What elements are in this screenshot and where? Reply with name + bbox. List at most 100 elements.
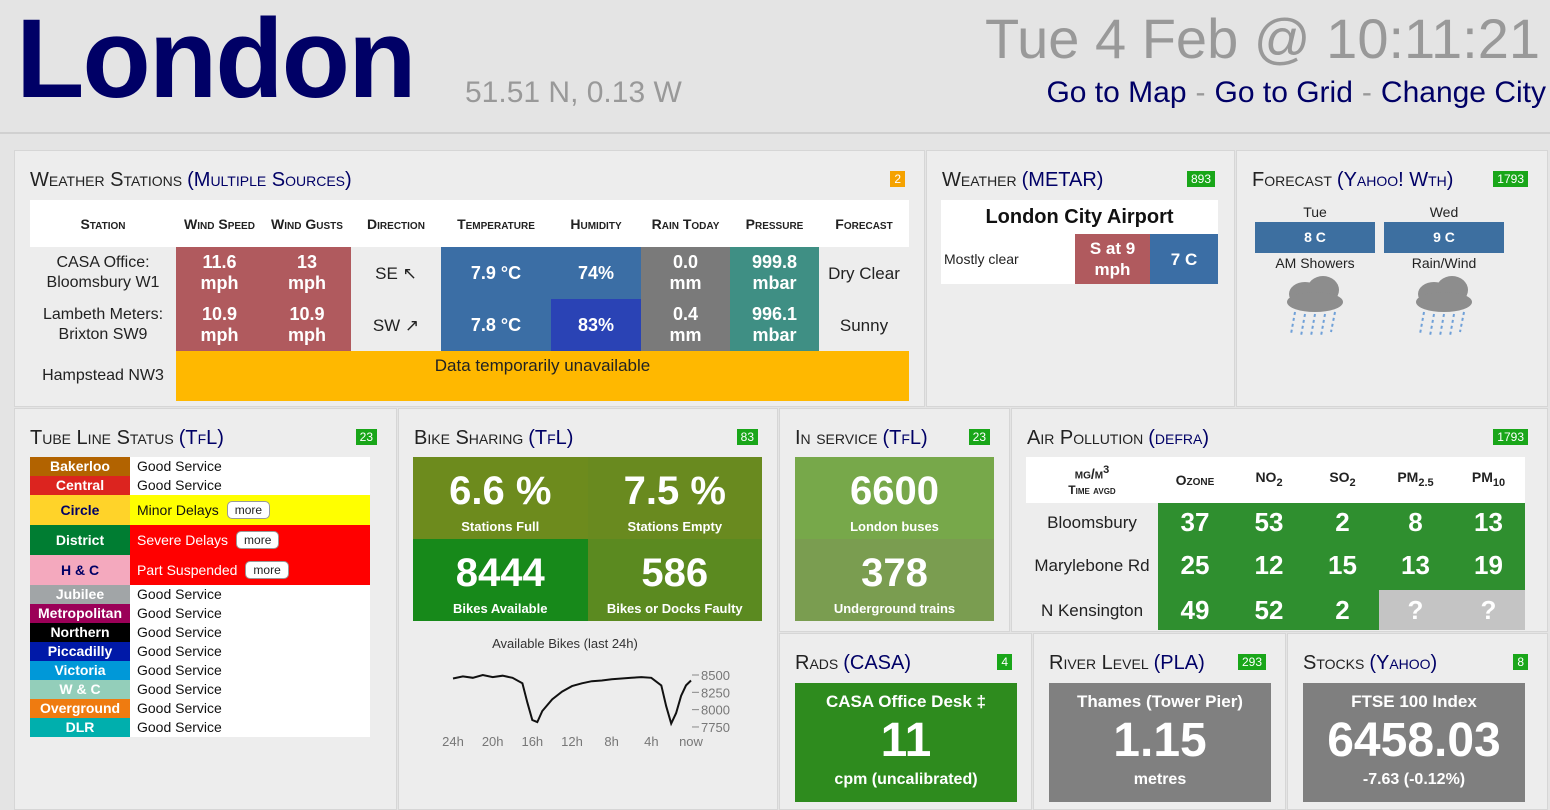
status-text: Good Service <box>137 624 222 640</box>
badge: 893 <box>1186 171 1215 187</box>
data-line <box>452 673 692 727</box>
table-header: Temperature <box>441 200 551 247</box>
nav-link[interactable]: Go to Grid <box>1214 76 1353 109</box>
notice: Data temporarily unavailable <box>176 351 909 401</box>
line-name: Northern <box>30 623 130 642</box>
header-sub: 2.5 <box>1418 476 1434 489</box>
nav-separator: - <box>1361 76 1372 109</box>
pollution-value: 13 <box>1379 541 1452 590</box>
title-text: Weather <box>942 169 1017 191</box>
status-text: Severe Delays <box>137 531 229 548</box>
station-value: SW ↗ <box>372 315 420 335</box>
title-source: (Yahoo) <box>1369 652 1438 674</box>
panel-title: Bike Sharing (TfL) <box>414 427 573 450</box>
forecast-summary: Rain/Wind <box>1411 254 1477 271</box>
station-value: 74% <box>551 247 641 299</box>
station-value: 7.8 °C <box>441 299 551 351</box>
pollution-value: 25 <box>1158 541 1232 590</box>
pollution-value: ? <box>1452 590 1525 630</box>
metar-wind: S at 9 mph <box>1075 234 1150 284</box>
nav-separator: - <box>1195 76 1206 109</box>
forecast-summary: AM Showers <box>1275 254 1355 271</box>
station-value: 83% <box>551 299 641 351</box>
panel-title: Rads (CASA) <box>795 652 911 675</box>
pollution-value: 12 <box>1232 541 1306 590</box>
table-header: Pressure <box>730 200 819 247</box>
title-text: Stocks <box>1303 652 1365 674</box>
tile-label: Bikes Available <box>453 601 548 616</box>
tile-value: 1.15 <box>1113 714 1207 767</box>
station-value: 10.9 mph <box>263 299 351 351</box>
panel-title: Stocks (Yahoo) <box>1303 652 1437 675</box>
header-bar <box>0 0 1550 134</box>
status-text: Good Service <box>137 477 222 493</box>
tile-sub: metres <box>1133 771 1187 788</box>
badge: 4 <box>997 654 1012 670</box>
station-value: 996.1 mbar <box>730 299 819 351</box>
stat-tile: 586 Bikes or Docks Faulty <box>587 539 762 621</box>
badge: 83 <box>736 429 758 445</box>
station-value: SE ↖ <box>375 263 417 283</box>
status-text: Good Service <box>137 643 222 659</box>
header-text: PM <box>1471 469 1493 486</box>
header-line: Ozone <box>1176 472 1215 488</box>
panel-title: River Level (PLA) <box>1049 652 1205 675</box>
tile-value: 8444 <box>455 551 545 595</box>
y-tick-label: 8500 <box>701 668 730 683</box>
more-button[interactable]: more <box>245 561 289 579</box>
pollution-value: 8 <box>1379 503 1452 541</box>
x-tick-label: 20h <box>482 734 504 749</box>
x-tick-label: 4h <box>644 734 658 749</box>
title-text: Air Pollution <box>1027 427 1144 449</box>
stat-tile: 7.5 % Stations Empty <box>587 457 762 539</box>
header-text: Ozone <box>1175 472 1215 488</box>
header-line: PM10 <box>1472 469 1505 491</box>
x-tick-label: 12h <box>561 734 583 749</box>
chart-title: Available Bikes (last 24h) <box>492 636 638 651</box>
pollution-value: 2 <box>1306 590 1379 630</box>
y-tick-label: 8250 <box>701 685 730 700</box>
forecast-day: Tue <box>1303 203 1327 220</box>
station-value: 0.0 mm <box>641 247 730 299</box>
stat-tile: 6600 London buses <box>795 457 994 539</box>
table-header: Rain Today <box>641 200 730 247</box>
value-tile: CASA Office Desk ‡ 11 cpm (uncalibrated) <box>795 683 1017 802</box>
line-status: Good Service <box>130 680 370 699</box>
more-button[interactable]: more <box>226 501 271 519</box>
tile-value: 6458.03 <box>1327 714 1501 767</box>
coordinates: 51.51 N, 0.13 W <box>465 76 682 109</box>
nav-link[interactable]: Go to Map <box>1046 76 1187 109</box>
status-text: Good Service <box>137 586 222 602</box>
x-tick-label: 16h <box>521 734 543 749</box>
table-header: Wind Gusts <box>263 200 351 247</box>
line-name: Metropolitan <box>30 604 130 623</box>
pollution-value: 19 <box>1452 541 1525 590</box>
line-status: Minor Delays more <box>130 495 370 525</box>
line-status: Good Service <box>130 661 370 680</box>
air-header: Ozone <box>1158 457 1232 503</box>
panel-title: In service (TfL) <box>795 427 928 450</box>
line-status: Good Service <box>130 604 370 623</box>
value-tile: FTSE 100 Index 6458.03 -7.63 (-0.12%) <box>1303 683 1525 802</box>
status-text: Good Service <box>137 681 222 697</box>
badge: 1793 <box>1493 171 1528 187</box>
station-value: 999.8 mbar <box>730 247 819 299</box>
line-status: Good Service <box>130 718 370 737</box>
metar-summary: Mostly clear <box>944 250 1019 267</box>
tile-value: 11 <box>880 714 932 767</box>
stat-tile: 6.6 % Stations Full <box>413 457 588 539</box>
station-name: Hampstead NW3 <box>42 367 164 384</box>
station-value: 7.9 °C <box>441 247 551 299</box>
panel <box>1236 150 1548 407</box>
line-name: Overground <box>30 699 130 718</box>
title-text: Tube Line Status <box>30 427 174 449</box>
nav-link[interactable]: Change City <box>1380 76 1546 109</box>
panel-title: Weather (METAR) <box>942 169 1103 192</box>
more-button[interactable]: more <box>236 531 280 549</box>
line-status: Good Service <box>130 623 370 642</box>
tile-value: 586 <box>641 551 709 595</box>
line-name: W & C <box>30 680 130 699</box>
title-source: (Multiple Sources) <box>187 169 352 191</box>
pollution-value: 53 <box>1232 503 1306 541</box>
tile-label: Bikes or Docks Faulty <box>606 601 743 616</box>
